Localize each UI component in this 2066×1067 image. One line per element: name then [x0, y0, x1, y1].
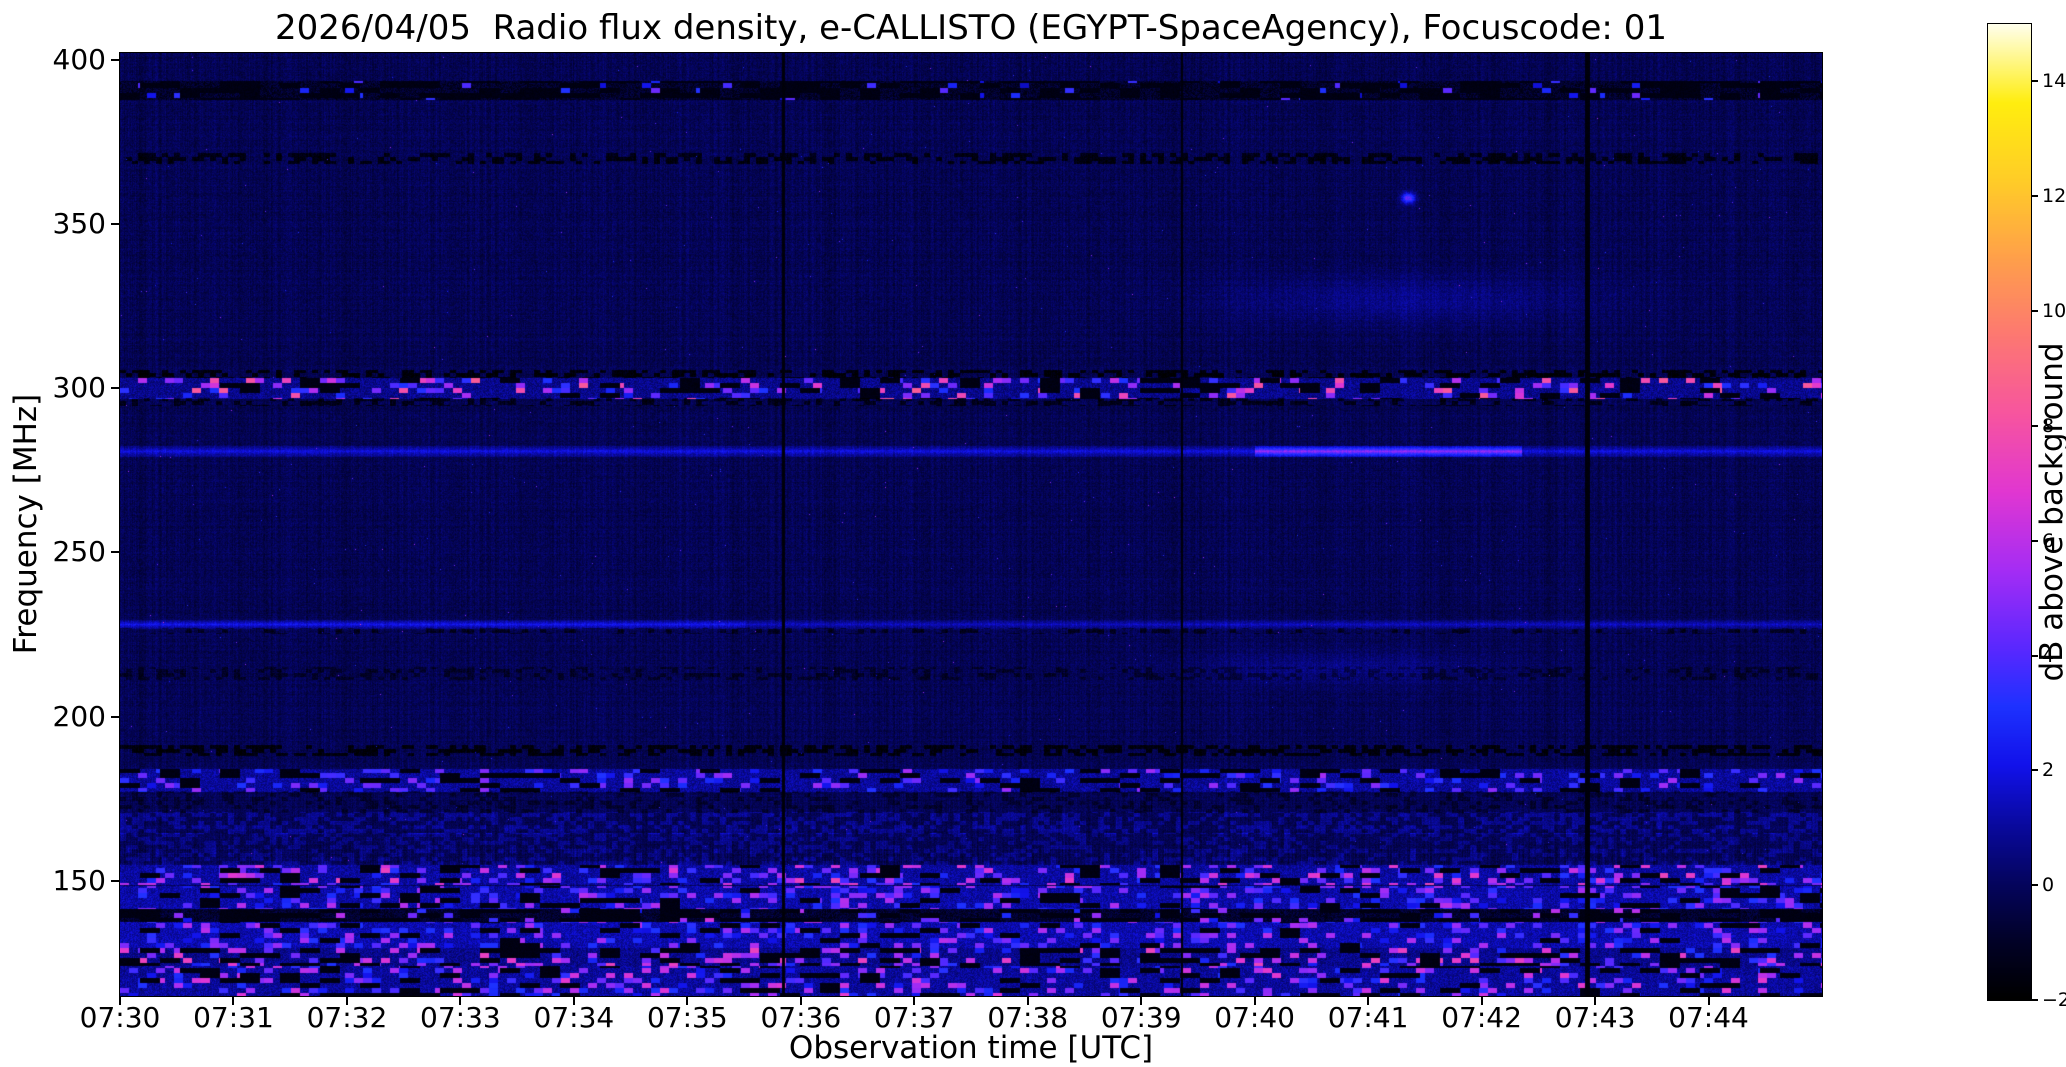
x-tick-label: 07:31 — [193, 1001, 274, 1034]
colorbar-tick-label: 6 — [2042, 529, 2055, 552]
x-tick-mark — [686, 997, 689, 1005]
x-tick-label: 07:33 — [420, 1001, 501, 1034]
spectrogram-canvas — [120, 53, 1822, 996]
colorbar-tick-mark — [2032, 424, 2038, 427]
colorbar-gradient — [1988, 24, 2031, 1000]
x-tick-label: 07:35 — [646, 1001, 728, 1034]
x-tick-mark — [913, 997, 916, 1005]
x-tick-label: 07:36 — [760, 1001, 842, 1034]
colorbar-tick-label: 0 — [2042, 874, 2055, 897]
x-tick-label: 07:32 — [306, 1001, 388, 1034]
colorbar — [1987, 23, 2032, 1001]
colorbar-tick-mark — [2032, 769, 2038, 772]
x-tick-label: 07:38 — [987, 1001, 1069, 1034]
colorbar-tick-mark — [2032, 999, 2038, 1001]
colorbar-tick-label: 14 — [2042, 70, 2066, 93]
x-tick-label: 07:44 — [1668, 1001, 1749, 1034]
y-tick-mark — [111, 551, 119, 554]
x-tick-mark — [232, 997, 235, 1005]
x-tick-mark — [345, 997, 348, 1005]
x-tick-mark — [1480, 997, 1483, 1005]
colorbar-tick-mark — [2032, 884, 2038, 887]
colorbar-tick-mark — [2032, 80, 2038, 83]
y-tick-mark — [111, 880, 119, 882]
y-tick-mark — [111, 222, 119, 225]
colorbar-tick-mark — [2032, 195, 2038, 198]
colorbar-tick-mark — [2032, 539, 2038, 542]
colorbar-tick-mark — [2032, 310, 2038, 313]
x-tick-label: 07:34 — [533, 1001, 615, 1034]
x-tick-label: 07:42 — [1441, 1001, 1522, 1034]
colorbar-tick-label: 4 — [2042, 644, 2055, 667]
y-tick-label: 300 — [52, 371, 106, 405]
x-tick-label: 07:30 — [79, 1001, 161, 1034]
y-tick-mark — [111, 387, 119, 390]
x-tick-label: 07:40 — [1214, 1001, 1295, 1034]
plot-area — [119, 52, 1823, 997]
x-tick-mark — [1253, 997, 1256, 1005]
x-tick-mark — [1707, 997, 1710, 1005]
y-tick-label: 400 — [52, 42, 106, 76]
x-axis-label: Observation time [UTC] — [788, 1030, 1154, 1066]
x-tick-mark — [1367, 997, 1370, 1005]
x-tick-mark — [799, 997, 802, 1005]
y-tick-label: 250 — [52, 535, 106, 569]
colorbar-tick-mark — [2032, 654, 2038, 657]
colorbar-tick-label: 12 — [2042, 185, 2066, 208]
x-tick-label: 07:43 — [1554, 1001, 1636, 1034]
y-axis-label: Frequency [MHz] — [8, 393, 44, 655]
x-tick-label: 07:37 — [873, 1001, 955, 1034]
colorbar-tick-label: 8 — [2042, 414, 2055, 437]
y-tick-mark — [111, 715, 119, 718]
colorbar-tick-label: 2 — [2042, 759, 2055, 782]
chart-title: 2026/04/05 Radio flux density, e-CALLIST… — [275, 8, 1667, 48]
x-tick-mark — [119, 997, 121, 1005]
x-tick-mark — [1140, 997, 1143, 1005]
colorbar-label: dB above background — [2034, 342, 2066, 682]
y-tick-label: 200 — [52, 699, 106, 733]
y-tick-label: 350 — [52, 206, 106, 240]
x-tick-mark — [1594, 997, 1597, 1005]
colorbar-tick-label: 10 — [2042, 300, 2066, 323]
y-tick-mark — [111, 58, 119, 61]
x-tick-label: 07:41 — [1327, 1001, 1409, 1034]
x-tick-mark — [1026, 997, 1029, 1005]
y-tick-label: 150 — [52, 864, 106, 897]
x-tick-label: 07:39 — [1100, 1001, 1182, 1034]
x-tick-mark — [459, 997, 462, 1005]
x-tick-mark — [572, 997, 575, 1005]
colorbar-tick-label: −2 — [2042, 989, 2066, 1011]
